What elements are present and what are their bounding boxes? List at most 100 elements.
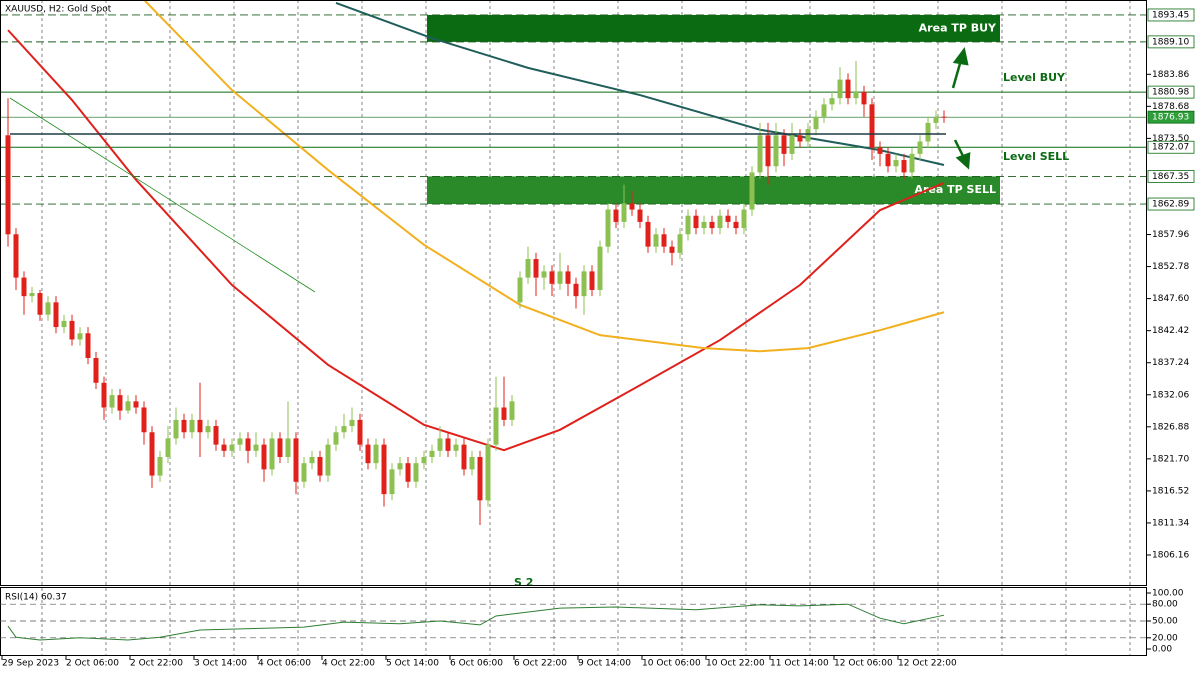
candle-body [765,135,771,167]
candle-body [533,259,539,278]
candle-body [397,463,403,470]
rsi-tick-label: 0.00 [1152,645,1172,655]
candle-body [733,221,739,229]
candle-body [693,215,699,229]
candle-body [421,457,427,464]
candle-body [917,141,923,154]
rsi-tick-label: 100.00 [1152,589,1184,599]
price-label: 1880.98 [1152,88,1189,98]
price-label-box [1147,85,1195,99]
candle-body [477,457,483,501]
x-tick-label: 5 Oct 14:00 [386,659,439,669]
candle-body [901,160,907,173]
candle-body [613,209,619,222]
x-tick-label: 12 Oct 06:00 [834,659,893,669]
candle-body [621,203,627,222]
candle-body [109,395,115,408]
candle-body [277,438,283,458]
candle-body [381,444,387,495]
candle-body [845,79,851,99]
arrow-down [953,139,966,159]
candle-body [885,153,891,167]
candle-body [13,234,19,278]
rsi-line [7,603,945,641]
candle-body [869,104,875,148]
candle-body [757,135,763,173]
candle-body [853,91,859,99]
candle-body [669,246,675,253]
rsi-frame [0,587,1147,656]
y-tick-label: 1821.70 [1152,454,1189,464]
x-tick-label: 6 Oct 22:00 [514,659,567,669]
y-tick-label: 1883.86 [1152,70,1189,80]
candle-body [677,234,683,253]
moving-average [143,0,945,353]
price-label: 1889.10 [1152,37,1189,47]
candle-body [517,277,523,303]
main-frame [0,0,1147,586]
candle-body [125,401,131,411]
y-tick-label: 1847.60 [1152,294,1189,304]
candle-body [93,358,99,383]
candle-body [501,407,507,420]
candle-body [253,444,259,451]
candle-body [429,450,435,458]
candle-body [237,438,243,445]
candle-body [245,438,251,451]
candle-body [333,432,339,445]
candle-body [197,419,203,433]
candle-body [781,135,787,154]
candle-body [317,457,323,476]
y-tick-label: 1826.88 [1152,422,1189,432]
candle-body [117,395,123,411]
price-label: 1862.89 [1152,200,1189,210]
candle-body [829,98,835,105]
zone [427,14,1000,42]
candle-body [813,116,819,130]
candle-body [285,438,291,458]
price-label: 1872.07 [1152,143,1189,153]
price-label-box [1147,140,1195,154]
zone-label: Area TP BUY [919,21,997,34]
price-label-box [1147,110,1195,124]
candle-body [821,104,827,117]
candle-body [805,129,811,142]
y-tick-label: 1837.24 [1152,358,1189,368]
candle-body [309,457,315,464]
candle-body [525,259,531,278]
candle-body [389,469,395,495]
x-tick-label: 12 Oct 22:00 [898,659,957,669]
candle-body [877,147,883,154]
candle-body [589,271,595,290]
y-tick-label: 1842.42 [1152,326,1189,336]
candle-body [373,444,379,464]
x-tick-label: 2 Oct 06:00 [66,659,119,669]
annotation: Level BUY [1003,71,1066,84]
candle-body [789,135,795,154]
trend-line [9,97,316,293]
arrows [951,47,971,170]
chart-title: XAUUSD, H2: Gold Spot [5,5,112,15]
candle-body [573,283,579,297]
candle-body [485,444,491,501]
candle-body [85,333,91,359]
y-tick-label: 1816.52 [1152,486,1189,496]
price-label-box [1147,197,1195,211]
candle-body [741,209,747,229]
candle-body [597,246,603,290]
candle-body [749,172,755,210]
candle-body [773,135,779,167]
moving-average [7,29,945,452]
x-tick-label: 4 Oct 06:00 [258,659,311,669]
candle-body [77,333,83,340]
candle-body [157,457,163,476]
candle-body [133,401,139,408]
candle-body [861,91,867,105]
grid [41,0,1131,655]
candle-body [325,444,331,476]
candle-body [173,419,179,439]
candle-body [557,271,563,284]
annotation: Level SELL [1003,150,1069,163]
candle-body [629,203,635,210]
price-label-box [1147,8,1195,22]
